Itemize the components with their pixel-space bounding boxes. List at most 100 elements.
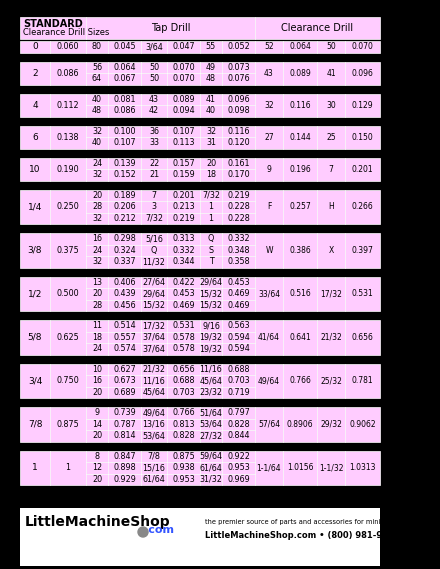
Bar <box>86 158 108 169</box>
Bar <box>345 407 380 442</box>
Text: 51/64: 51/64 <box>200 408 223 417</box>
Text: 0.625: 0.625 <box>57 333 79 342</box>
Bar <box>255 61 283 85</box>
Bar <box>20 41 50 52</box>
Bar <box>86 430 108 442</box>
Text: 0.703: 0.703 <box>227 376 250 385</box>
Text: 33/64: 33/64 <box>258 289 280 298</box>
Bar <box>141 386 167 398</box>
Text: 1.0313: 1.0313 <box>349 463 376 472</box>
Bar <box>317 407 345 442</box>
Bar <box>141 299 167 311</box>
Text: 1.0156: 1.0156 <box>287 463 313 472</box>
Text: 7/32: 7/32 <box>202 191 220 200</box>
Text: 21/32: 21/32 <box>143 365 165 374</box>
Text: 0.157: 0.157 <box>172 159 195 168</box>
Text: 1: 1 <box>66 463 70 472</box>
Text: 1: 1 <box>209 202 213 211</box>
Bar <box>86 320 108 332</box>
Bar <box>200 451 222 462</box>
Bar <box>86 105 108 117</box>
Bar <box>141 277 167 288</box>
Bar <box>141 473 167 485</box>
Text: 0.100: 0.100 <box>113 127 136 136</box>
Text: 24: 24 <box>92 344 102 353</box>
Bar <box>283 158 317 180</box>
Text: 0.190: 0.190 <box>57 164 79 174</box>
Text: 0.332: 0.332 <box>227 234 250 244</box>
Text: 0.688: 0.688 <box>227 365 250 374</box>
Text: 0.656: 0.656 <box>352 333 374 342</box>
Text: 0.086: 0.086 <box>57 68 79 77</box>
Text: 5/8: 5/8 <box>28 333 42 342</box>
Text: 0.060: 0.060 <box>57 42 79 51</box>
Bar <box>200 41 222 52</box>
Bar <box>222 61 255 73</box>
Text: 19/32: 19/32 <box>199 344 223 353</box>
Bar <box>167 386 200 398</box>
Bar <box>255 126 283 149</box>
Text: 0.070: 0.070 <box>172 63 195 72</box>
Text: 0.116: 0.116 <box>289 101 311 109</box>
Bar <box>200 137 222 149</box>
Bar <box>141 364 167 375</box>
Text: 40: 40 <box>206 106 216 116</box>
Text: 0.422: 0.422 <box>172 278 195 287</box>
Text: 21: 21 <box>149 170 159 179</box>
Text: 0.064: 0.064 <box>289 42 311 51</box>
Bar <box>108 169 141 180</box>
Bar <box>283 93 317 117</box>
Text: 0.9062: 0.9062 <box>349 420 376 429</box>
Bar <box>283 320 317 354</box>
Bar <box>317 189 345 224</box>
Text: 3/64: 3/64 <box>145 42 163 51</box>
Text: 19/32: 19/32 <box>199 333 223 342</box>
Text: 42: 42 <box>149 106 159 116</box>
Bar <box>167 73 200 85</box>
Text: 24: 24 <box>92 159 102 168</box>
Text: W: W <box>265 246 273 255</box>
Text: 3: 3 <box>151 202 157 211</box>
Text: 32: 32 <box>92 127 102 136</box>
Bar <box>108 451 141 462</box>
Bar <box>255 93 283 117</box>
Bar <box>20 61 50 85</box>
Text: 0.439: 0.439 <box>113 289 136 298</box>
Bar <box>141 169 167 180</box>
Bar <box>167 41 200 52</box>
Text: 0.161: 0.161 <box>227 159 250 168</box>
Text: 3/4: 3/4 <box>28 376 42 385</box>
Text: 12: 12 <box>92 463 102 472</box>
Text: 0.189: 0.189 <box>113 191 136 200</box>
Text: 0.469: 0.469 <box>227 301 250 310</box>
Bar <box>167 364 200 375</box>
Text: 0.847: 0.847 <box>113 452 136 461</box>
Bar <box>141 407 167 419</box>
Bar <box>141 212 167 224</box>
Text: 0.574: 0.574 <box>113 344 136 353</box>
Bar <box>222 462 255 473</box>
Bar <box>108 332 141 343</box>
Text: 0.070: 0.070 <box>352 42 374 51</box>
Text: 16: 16 <box>92 234 102 244</box>
Text: 32: 32 <box>92 257 102 266</box>
Text: 0.170: 0.170 <box>227 170 250 179</box>
Text: 0.781: 0.781 <box>352 376 373 385</box>
Bar <box>141 233 167 245</box>
Bar <box>20 451 50 485</box>
Bar <box>200 407 222 419</box>
Bar <box>222 332 255 343</box>
Text: 80: 80 <box>92 42 102 51</box>
Bar <box>222 386 255 398</box>
Text: 0.257: 0.257 <box>289 202 311 211</box>
Bar <box>222 320 255 332</box>
Bar <box>50 61 86 85</box>
Bar <box>141 61 167 73</box>
Text: 27/32: 27/32 <box>199 431 223 440</box>
Bar <box>200 212 222 224</box>
Bar <box>317 277 345 311</box>
Text: 0.107: 0.107 <box>172 127 195 136</box>
Bar <box>222 126 255 137</box>
Bar <box>283 407 317 442</box>
Bar <box>86 212 108 224</box>
